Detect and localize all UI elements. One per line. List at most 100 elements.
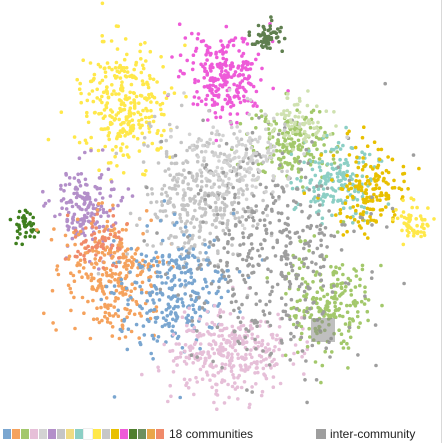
- scatter-point: [145, 317, 150, 322]
- scatter-point: [164, 318, 168, 323]
- scatter-point: [355, 155, 359, 160]
- scatter-point: [297, 266, 302, 271]
- scatter-point: [264, 302, 269, 307]
- scatter-point: [302, 310, 306, 314]
- scatter-point: [222, 160, 227, 164]
- scatter-point: [180, 315, 185, 320]
- scatter-point: [246, 273, 250, 278]
- scatter-point: [432, 217, 436, 221]
- scatter-point: [317, 209, 321, 213]
- scatter-point: [263, 37, 267, 42]
- scatter-point: [266, 140, 271, 145]
- scatter-point: [147, 130, 152, 134]
- scatter-point: [224, 171, 229, 176]
- scatter-point: [234, 222, 238, 227]
- scatter-point: [272, 348, 276, 353]
- scatter-point: [286, 120, 290, 124]
- scatter-point: [220, 43, 225, 48]
- scatter-point: [108, 232, 113, 237]
- scatter-point: [240, 79, 245, 83]
- scatter-point: [143, 301, 148, 306]
- scatter-point: [179, 140, 183, 145]
- scatter-point: [119, 146, 123, 151]
- scatter-point: [259, 109, 264, 113]
- scatter-point: [201, 118, 205, 123]
- scatter-point: [259, 393, 264, 398]
- scatter-point: [230, 332, 234, 337]
- scatter-point: [269, 333, 274, 337]
- scatter-point: [195, 184, 200, 188]
- scatter-point: [165, 314, 170, 318]
- scatter-point: [171, 317, 175, 322]
- scatter-point: [300, 315, 304, 320]
- scatter-point: [179, 219, 184, 224]
- scatter-point: [137, 262, 141, 267]
- scatter-point: [134, 259, 139, 263]
- scatter-point: [214, 115, 218, 120]
- scatter-point: [255, 222, 260, 226]
- scatter-point: [283, 113, 288, 118]
- scatter-point: [101, 289, 105, 294]
- scatter-point: [86, 299, 90, 304]
- scatter-point: [137, 336, 141, 340]
- scatter-point: [97, 229, 102, 234]
- scatter-point: [341, 220, 346, 224]
- scatter-point: [176, 293, 180, 297]
- scatter-point: [358, 321, 362, 325]
- scatter-point: [253, 337, 257, 342]
- scatter-point: [160, 324, 165, 329]
- scatter-point: [322, 294, 326, 299]
- scatter-point: [252, 360, 257, 365]
- scatter-point: [204, 69, 209, 74]
- scatter-point: [308, 306, 312, 311]
- scatter-point: [294, 200, 298, 205]
- scatter-point: [163, 169, 168, 173]
- scatter-point: [350, 172, 355, 176]
- scatter-point: [297, 235, 302, 239]
- scatter-point: [66, 283, 71, 288]
- scatter-point: [118, 247, 122, 251]
- scatter-point: [325, 162, 330, 166]
- scatter-point: [361, 197, 366, 202]
- scatter-point: [318, 297, 323, 301]
- scatter-point: [362, 152, 367, 156]
- scatter-point: [368, 207, 372, 211]
- scatter-point: [117, 260, 121, 264]
- scatter-point: [73, 254, 78, 259]
- scatter-point: [351, 300, 356, 304]
- scatter-point: [73, 242, 77, 247]
- scatter-point: [176, 176, 180, 181]
- scatter-point: [285, 161, 289, 165]
- scatter-point: [359, 185, 364, 190]
- scatter-point: [163, 272, 168, 277]
- scatter-point: [121, 108, 125, 112]
- scatter-point: [256, 162, 261, 167]
- scatter-point: [190, 148, 195, 152]
- scatter-point: [283, 133, 288, 137]
- scatter-point: [227, 334, 232, 338]
- scatter-point: [244, 151, 249, 155]
- scatter-point: [108, 268, 113, 273]
- scatter-point: [340, 281, 345, 285]
- scatter-point: [82, 196, 86, 201]
- scatter-point: [224, 69, 228, 73]
- scatter-point: [232, 166, 236, 170]
- scatter-point: [112, 305, 116, 309]
- scatter-point: [423, 217, 427, 222]
- scatter-point: [354, 184, 358, 189]
- scatter-point: [245, 131, 250, 136]
- scatter-point: [223, 362, 228, 367]
- scatter-point: [323, 226, 328, 230]
- scatter-point: [125, 145, 129, 149]
- scatter-point: [206, 50, 210, 55]
- scatter-point: [280, 353, 285, 358]
- scatter-point: [251, 84, 256, 89]
- scatter-point: [227, 153, 232, 158]
- scatter-point: [175, 180, 180, 184]
- scatter-point: [22, 214, 26, 218]
- scatter-point: [69, 271, 73, 276]
- scatter-point: [241, 242, 246, 246]
- scatter-point: [117, 92, 121, 96]
- scatter-point: [139, 252, 144, 257]
- scatter-point: [179, 297, 184, 301]
